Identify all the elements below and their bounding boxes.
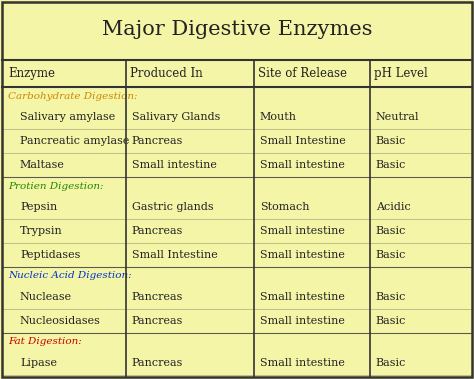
- Text: Small intestine: Small intestine: [260, 226, 345, 236]
- Text: Trypsin: Trypsin: [20, 226, 63, 236]
- Text: Small Intestine: Small Intestine: [132, 250, 218, 260]
- Text: Basic: Basic: [376, 358, 406, 368]
- Text: Peptidases: Peptidases: [20, 250, 80, 260]
- Text: Pancreas: Pancreas: [132, 136, 183, 146]
- Text: Basic: Basic: [376, 316, 406, 326]
- Text: Maltase: Maltase: [20, 160, 65, 170]
- Text: Pancreas: Pancreas: [132, 292, 183, 302]
- Text: Carbohydrate Digestion:: Carbohydrate Digestion:: [8, 92, 137, 101]
- Text: Small intestine: Small intestine: [260, 292, 345, 302]
- Text: Enzyme: Enzyme: [8, 67, 55, 80]
- Text: Basic: Basic: [376, 250, 406, 260]
- Text: Basic: Basic: [376, 292, 406, 302]
- Text: Site of Release: Site of Release: [258, 67, 347, 80]
- Text: Major Digestive Enzymes: Major Digestive Enzymes: [102, 20, 372, 39]
- Text: Small intestine: Small intestine: [260, 358, 345, 368]
- Text: Nucleosidases: Nucleosidases: [20, 316, 101, 326]
- Text: Salivary amylase: Salivary amylase: [20, 112, 115, 122]
- Text: Small intestine: Small intestine: [260, 316, 345, 326]
- Text: Neutral: Neutral: [376, 112, 419, 122]
- Text: Small Intestine: Small Intestine: [260, 136, 346, 146]
- Text: Small intestine: Small intestine: [132, 160, 217, 170]
- Text: Small intestine: Small intestine: [260, 160, 345, 170]
- Text: Basic: Basic: [376, 160, 406, 170]
- Text: Pancreas: Pancreas: [132, 358, 183, 368]
- Text: Pancreas: Pancreas: [132, 316, 183, 326]
- Text: Pancreatic amylase: Pancreatic amylase: [20, 136, 129, 146]
- Text: Small intestine: Small intestine: [260, 250, 345, 260]
- Text: Mouth: Mouth: [260, 112, 297, 122]
- Text: Basic: Basic: [376, 226, 406, 236]
- Text: Pancreas: Pancreas: [132, 226, 183, 236]
- Text: Produced In: Produced In: [130, 67, 203, 80]
- Text: Basic: Basic: [376, 136, 406, 146]
- Text: Protien Digestion:: Protien Digestion:: [8, 182, 103, 191]
- Text: Nuclease: Nuclease: [20, 292, 72, 302]
- Text: Pepsin: Pepsin: [20, 202, 57, 212]
- Text: Fat Digestion:: Fat Digestion:: [8, 337, 82, 346]
- Text: Nucleic Acid Digestion:: Nucleic Acid Digestion:: [8, 271, 132, 280]
- Text: Salivary Glands: Salivary Glands: [132, 112, 220, 122]
- Text: Stomach: Stomach: [260, 202, 309, 212]
- Text: Gastric glands: Gastric glands: [132, 202, 213, 212]
- Text: pH Level: pH Level: [374, 67, 428, 80]
- Text: Lipase: Lipase: [20, 358, 57, 368]
- Text: Acidic: Acidic: [376, 202, 410, 212]
